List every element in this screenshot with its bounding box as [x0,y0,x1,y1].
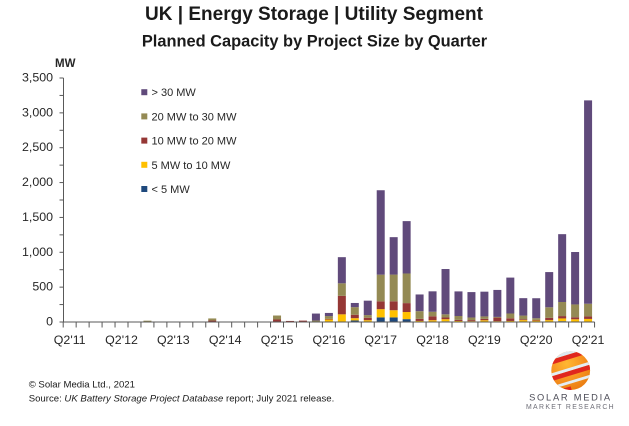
svg-text:2,500: 2,500 [22,140,53,154]
svg-text:Q2'16: Q2'16 [313,333,346,347]
svg-text:< 5 MW: < 5 MW [152,184,191,196]
svg-text:1,500: 1,500 [22,210,53,224]
svg-text:MARKET RESEARCH: MARKET RESEARCH [526,404,615,411]
svg-text:2,000: 2,000 [22,175,53,189]
svg-text:Q2'15: Q2'15 [261,333,294,347]
svg-text:Q2'11: Q2'11 [54,333,86,347]
svg-text:MW: MW [55,58,76,70]
svg-text:Q2'12: Q2'12 [105,333,138,347]
svg-text:Q2'17: Q2'17 [364,333,397,347]
svg-text:Planned Capacity by Project Si: Planned Capacity by Project Size by Quar… [142,33,488,51]
svg-text:© Solar Media Ltd., 2021: © Solar Media Ltd., 2021 [29,380,135,391]
svg-text:0: 0 [46,315,53,329]
svg-text:500: 500 [32,280,53,294]
svg-text:5 MW to 10 MW: 5 MW to 10 MW [152,160,231,172]
svg-text:Q2'21: Q2'21 [572,333,605,347]
svg-text:Q2'20: Q2'20 [520,333,553,347]
svg-text:1,000: 1,000 [22,245,53,259]
svg-text:3,000: 3,000 [22,105,53,119]
svg-text:3,500: 3,500 [22,71,53,85]
svg-text:UK | Energy Storage | Utility: UK | Energy Storage | Utility Segment [145,4,484,25]
svg-text:Q2'18: Q2'18 [416,333,449,347]
svg-text:10 MW to 20 MW: 10 MW to 20 MW [152,136,238,148]
svg-text:Q2'14: Q2'14 [209,333,242,347]
svg-text:Q2'19: Q2'19 [468,333,501,347]
svg-text:Q2'13: Q2'13 [157,333,190,347]
svg-text:> 30 MW: > 30 MW [152,87,197,99]
svg-text:Source: UK Battery Storage Pro: Source: UK Battery Storage Project Datab… [29,393,335,404]
svg-text:20 MW to 30 MW: 20 MW to 30 MW [152,111,238,123]
svg-text:SOLAR MEDIA: SOLAR MEDIA [529,393,612,403]
